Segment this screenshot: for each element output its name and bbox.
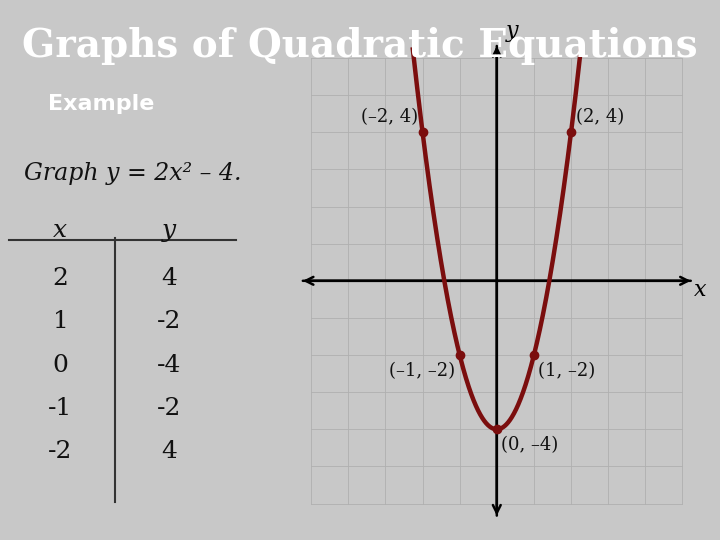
Text: 0: 0 — [53, 354, 68, 377]
Text: Graphs of Quadratic Equations: Graphs of Quadratic Equations — [22, 27, 698, 65]
Text: (2, 4): (2, 4) — [575, 107, 624, 126]
Text: Example: Example — [48, 94, 154, 114]
Text: -2: -2 — [157, 397, 181, 420]
Text: (0, –4): (0, –4) — [501, 436, 559, 454]
Text: y: y — [506, 21, 518, 43]
Text: 4: 4 — [161, 267, 177, 291]
Text: -4: -4 — [157, 354, 181, 377]
Text: 2: 2 — [53, 267, 68, 291]
Text: (1, –2): (1, –2) — [539, 362, 595, 380]
Text: (–2, 4): (–2, 4) — [361, 107, 418, 126]
Text: -1: -1 — [48, 397, 73, 420]
Text: Graph y = 2x² – 4.: Graph y = 2x² – 4. — [24, 162, 242, 185]
Text: 4: 4 — [161, 440, 177, 463]
Text: -2: -2 — [48, 440, 73, 463]
Text: x: x — [53, 219, 68, 242]
Text: -2: -2 — [157, 310, 181, 334]
Text: x: x — [694, 279, 707, 301]
Text: (–1, –2): (–1, –2) — [389, 362, 455, 380]
Text: y: y — [162, 219, 176, 242]
Text: 1: 1 — [53, 310, 68, 334]
